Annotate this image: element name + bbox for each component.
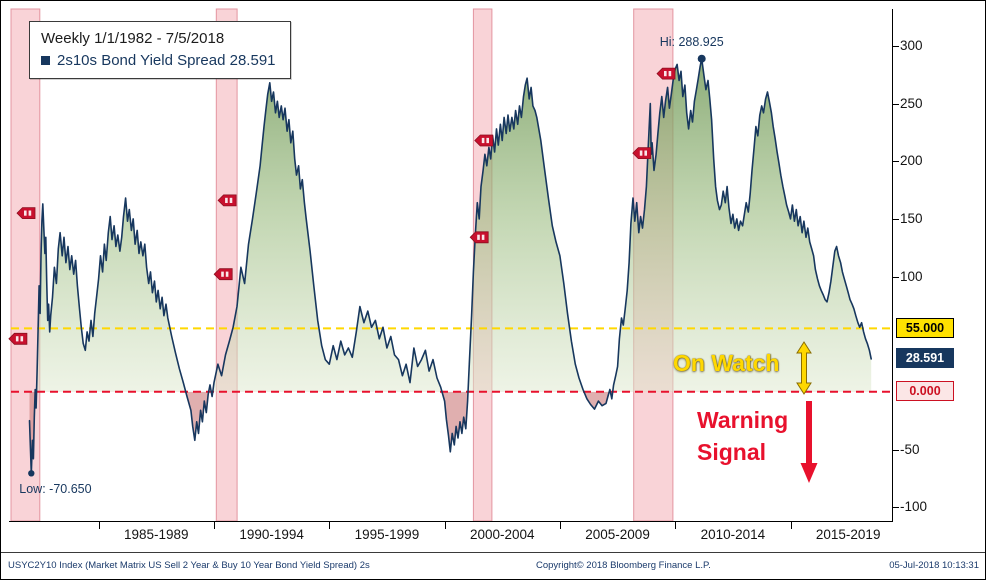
axis-price-label: 55.000	[896, 317, 954, 338]
chart-legend: Weekly 1/1/1982 - 7/5/2018 2s10s Bond Yi…	[29, 21, 291, 79]
footer-security-description: USYC2Y10 Index (Market Matrix US Sell 2 …	[8, 560, 370, 571]
footer: USYC2Y10 Index (Market Matrix US Sell 2 …	[1, 556, 985, 576]
low-point-dot	[28, 470, 35, 477]
x-axis-label: 2000-2004	[469, 527, 535, 542]
y-axis-label: 150	[900, 210, 923, 226]
y-axis-label: 200	[900, 153, 923, 169]
x-axis-label: 1985-1989	[124, 527, 189, 542]
series-legend: 2s10s Bond Yield Spread 28.591	[41, 52, 276, 69]
y-axis-label: 250	[900, 95, 923, 111]
event-flag-marker[interactable]	[213, 268, 233, 281]
warning-line2: Signal	[697, 439, 767, 465]
y-axis-tick	[893, 276, 899, 278]
event-flag-marker[interactable]	[8, 332, 28, 345]
warning-line1: Warning	[697, 407, 789, 433]
footer-separator	[1, 552, 985, 553]
event-flag-marker[interactable]	[474, 134, 494, 147]
event-flag-marker[interactable]	[632, 147, 652, 160]
y-axis-label: -100	[900, 499, 928, 515]
footer-timestamp: 05-Jul-2018 10:13:31	[889, 560, 979, 571]
bottom-axis-line	[9, 521, 893, 522]
x-axis-tick	[675, 522, 677, 529]
high-annotation: Hi: 288.925	[659, 34, 724, 49]
low-annotation: Low: -70.650	[19, 482, 92, 497]
series-label: 2s10s Bond Yield Spread 28.591	[57, 52, 276, 69]
series-swatch-icon	[41, 56, 50, 65]
y-axis-label: -50	[900, 441, 920, 457]
warning-down-arrow-icon	[800, 401, 818, 483]
x-axis-tick	[790, 522, 792, 529]
axis-price-label: 0.000	[896, 381, 954, 402]
up-down-arrow-icon	[796, 341, 812, 395]
event-flag-marker[interactable]	[217, 194, 237, 207]
x-axis-label: 2010-2014	[700, 527, 766, 542]
y-axis-tick	[893, 103, 899, 105]
y-axis-tick	[893, 449, 899, 451]
recession-band	[10, 8, 41, 522]
recession-band	[215, 8, 238, 522]
event-flag-marker[interactable]	[656, 67, 676, 80]
spread-line-chart	[8, 8, 892, 522]
x-axis-label: 2015-2019	[815, 527, 881, 542]
x-axis-tick	[559, 522, 561, 529]
x-axis-tick	[213, 522, 215, 529]
footer-copyright: Copyright© 2018 Bloomberg Finance L.P.	[536, 560, 711, 571]
y-axis-tick	[893, 507, 899, 509]
x-axis-tick	[444, 522, 446, 529]
y-axis-label: 300	[900, 37, 923, 53]
axis-price-label: 28.591	[896, 348, 954, 369]
event-flag-marker[interactable]	[16, 207, 36, 220]
y-axis-tick	[893, 218, 899, 220]
event-flag-marker[interactable]	[469, 231, 489, 244]
chart-period-label: Weekly 1/1/1982 - 7/5/2018	[41, 30, 225, 47]
x-axis-label: 1995-1999	[354, 527, 420, 542]
y-axis-tick	[893, 45, 899, 47]
warning-annotation: Warning Signal	[697, 404, 788, 468]
on-watch-annotation: On Watch	[673, 350, 780, 376]
x-axis-label: 1990-1994	[239, 527, 304, 542]
y-axis-tick	[893, 161, 899, 163]
x-axis-tick	[98, 522, 100, 529]
high-point-dot	[697, 54, 706, 63]
x-axis-label: 2005-2009	[585, 527, 650, 542]
right-axis-line	[892, 9, 893, 522]
chart-plot-area[interactable]	[8, 8, 892, 522]
x-axis-tick	[329, 522, 331, 529]
y-axis-label: 100	[900, 268, 923, 284]
